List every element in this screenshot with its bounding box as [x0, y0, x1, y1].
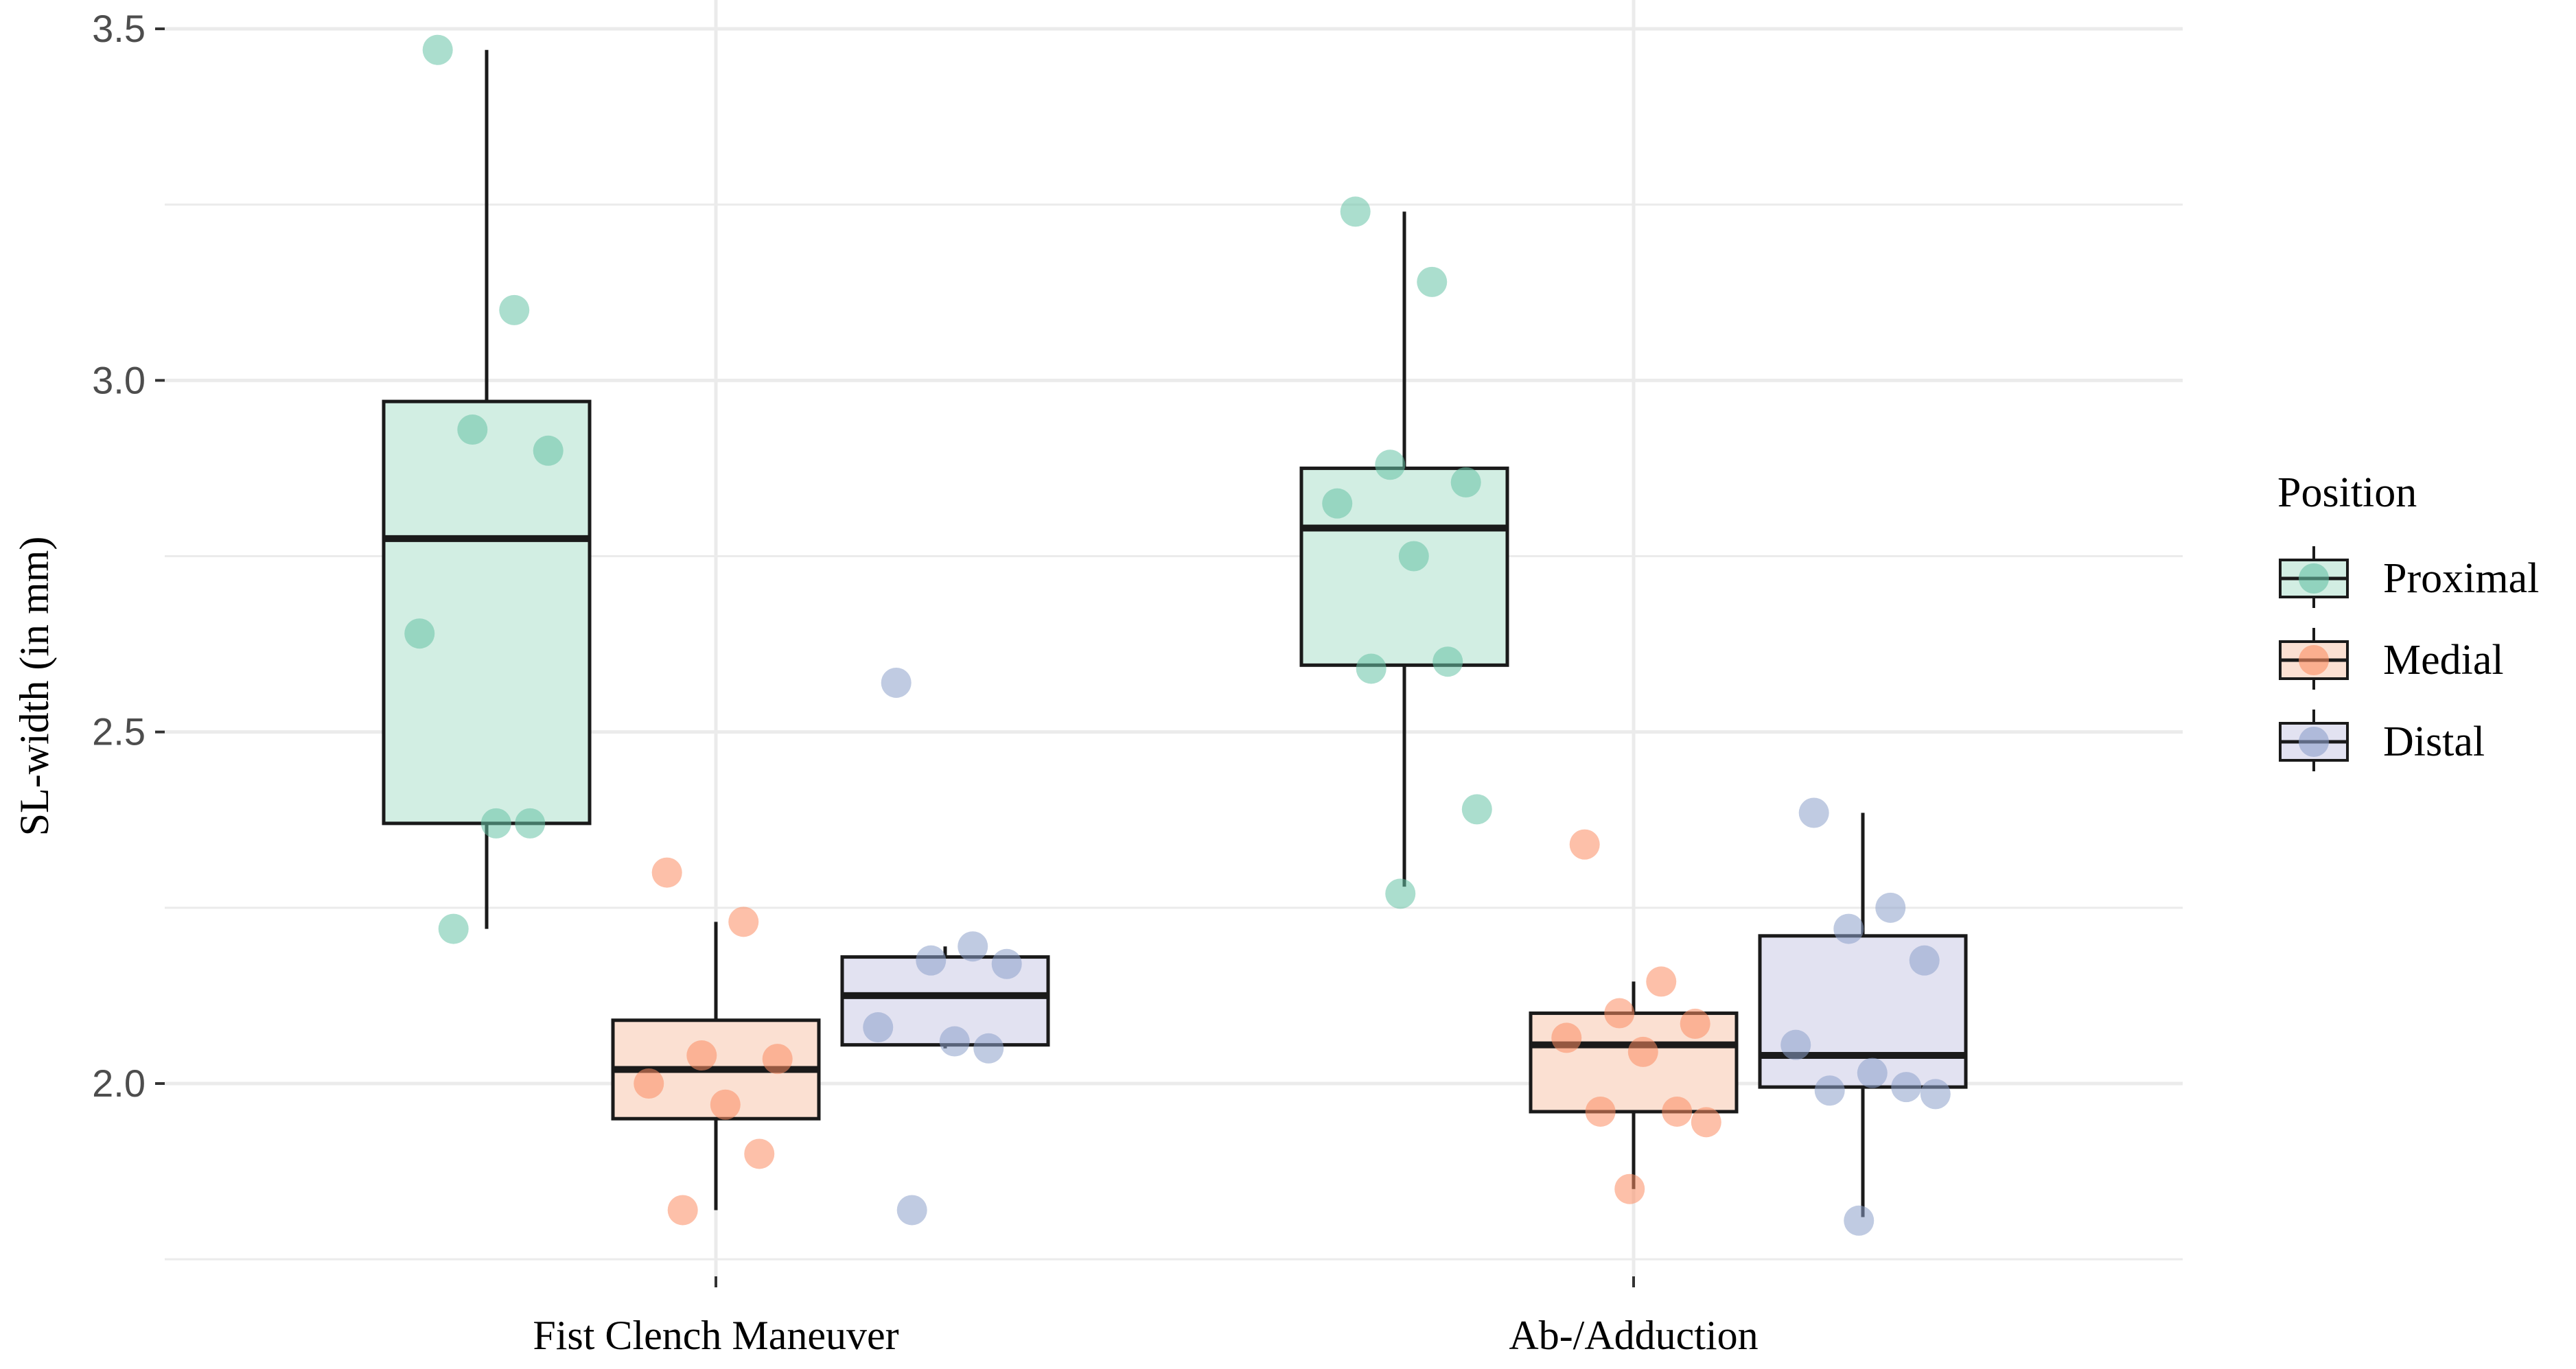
medial-data-point	[1604, 998, 1635, 1029]
point-layer	[404, 34, 1951, 1236]
legend-title: Position	[2277, 469, 2417, 516]
proximal-data-point	[499, 294, 530, 325]
proximal-data-point	[515, 808, 546, 839]
proximal-data-point	[1432, 646, 1463, 677]
proximal-data-point	[1340, 196, 1371, 227]
proximal-data-point	[1450, 467, 1481, 498]
legend-keys: Proximal Medial Distal	[2279, 546, 2539, 771]
medial-data-point	[762, 1044, 793, 1075]
distal-data-point	[1875, 892, 1906, 923]
proximal-data-point	[533, 435, 564, 466]
proximal-box	[382, 399, 592, 826]
proximal-data-point	[1461, 794, 1492, 825]
medial-data-point	[1662, 1096, 1693, 1127]
box-layer	[382, 49, 1968, 1217]
legend-key-point-distal	[2299, 727, 2329, 757]
legend-label-proximal: Proximal	[2383, 555, 2539, 602]
distal-data-point	[1833, 913, 1864, 944]
legend-key-point-proximal	[2299, 563, 2329, 594]
proximal-data-point	[404, 618, 435, 649]
legend-label-medial: Medial	[2383, 637, 2504, 683]
legend-key-point-medial	[2299, 645, 2329, 675]
proximal-data-point	[1375, 449, 1406, 480]
medial-data-point	[1680, 1008, 1710, 1039]
distal-data-point	[1780, 1029, 1811, 1060]
medial-data-point	[1691, 1107, 1721, 1138]
axis-layer: 2.0 2.5 3.0 3.5 Fist Clench Maneuver Ab-/Addu…	[92, 7, 1759, 1358]
distal-data-point	[916, 945, 947, 976]
medial-data-point	[710, 1089, 741, 1120]
distal-data-point	[1844, 1205, 1875, 1236]
medial-data-point	[744, 1138, 775, 1169]
proximal-data-point	[1385, 878, 1416, 909]
x-tick-label: Ab-/Adduction	[1509, 1313, 1758, 1358]
medial-data-point	[1614, 1173, 1645, 1204]
medial-data-point	[1569, 829, 1600, 860]
y-axis-title: SL-width (in mm)	[12, 537, 57, 836]
proximal-data-point	[1322, 488, 1353, 519]
y-tick-label: 3.5	[92, 7, 146, 50]
medial-data-point	[651, 857, 682, 888]
distal-data-point	[896, 1195, 927, 1226]
medial-data-point	[1551, 1022, 1582, 1053]
medial-data-point	[1646, 966, 1677, 997]
y-tick-label: 2.5	[92, 710, 146, 753]
distal-data-point	[991, 948, 1022, 979]
distal-data-point	[1814, 1075, 1845, 1106]
distal-data-point	[1909, 945, 1940, 976]
distal-data-point	[863, 1012, 894, 1043]
proximal-data-point	[422, 34, 453, 65]
y-tick-label: 3.0	[92, 358, 146, 401]
proximal-data-point	[1398, 541, 1429, 572]
medial-data-point	[634, 1068, 664, 1099]
medial-data-point	[686, 1040, 717, 1071]
medial-data-point	[1627, 1036, 1658, 1067]
distal-data-point	[958, 931, 988, 962]
proximal-data-point	[480, 808, 511, 839]
proximal-data-point	[1356, 653, 1386, 684]
legend-label-distal: Distal	[2383, 718, 2485, 765]
medial-data-point	[667, 1195, 698, 1226]
legend: Position Proximal Medial Distal	[2277, 469, 2539, 771]
medial-data-point	[728, 906, 759, 937]
distal-data-point	[973, 1033, 1004, 1064]
x-tick-label: Fist Clench Maneuver	[533, 1313, 898, 1358]
y-tick-label: 2.0	[92, 1062, 146, 1105]
distal-data-point	[939, 1026, 970, 1057]
distal-data-point	[1920, 1079, 1951, 1110]
distal-data-point	[881, 667, 912, 698]
distal-data-point	[1798, 797, 1829, 828]
distal-data-point	[1857, 1057, 1888, 1088]
proximal-data-point	[457, 414, 488, 445]
proximal-data-point	[1417, 266, 1448, 297]
distal-data-point	[1891, 1072, 1922, 1103]
proximal-data-point	[438, 913, 469, 944]
medial-data-point	[1585, 1096, 1616, 1127]
